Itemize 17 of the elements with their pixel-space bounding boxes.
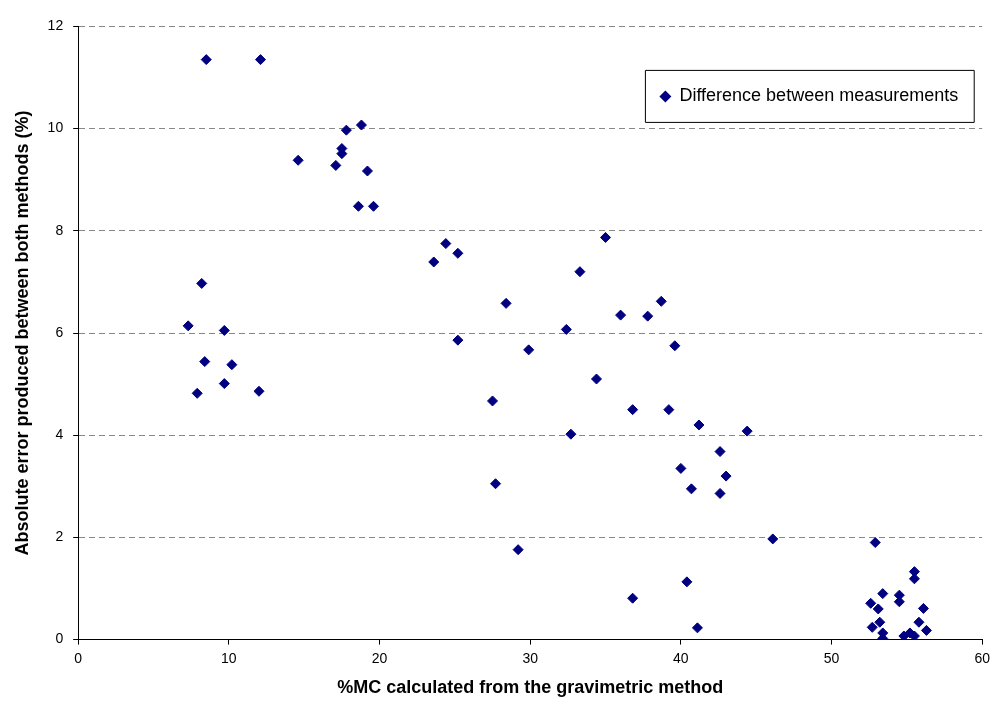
y-tick-label: 10	[47, 119, 64, 136]
y-tick-label: 0	[55, 630, 64, 647]
x-tick-label: 30	[522, 649, 539, 666]
legend-label: Difference between measurements	[679, 85, 959, 106]
x-tick-label: 10	[221, 649, 237, 666]
y-tick-label: 8	[55, 221, 64, 238]
y-tick-label: 2	[55, 528, 64, 545]
x-tick-label: 60	[974, 649, 991, 666]
x-axis-title: %MC calculated from the gravimetric method	[337, 677, 724, 698]
x-tick-label: 50	[823, 649, 840, 666]
x-tick-label: 0	[74, 649, 83, 666]
x-tick-label: 40	[673, 649, 689, 666]
x-tick-label: 20	[371, 649, 388, 666]
y-tick-label: 4	[55, 426, 64, 443]
y-tick-label: 12	[47, 17, 64, 34]
y-tick-label: 6	[55, 323, 64, 340]
y-axis-title: Absolute error produced between both methods (%)	[11, 110, 32, 556]
